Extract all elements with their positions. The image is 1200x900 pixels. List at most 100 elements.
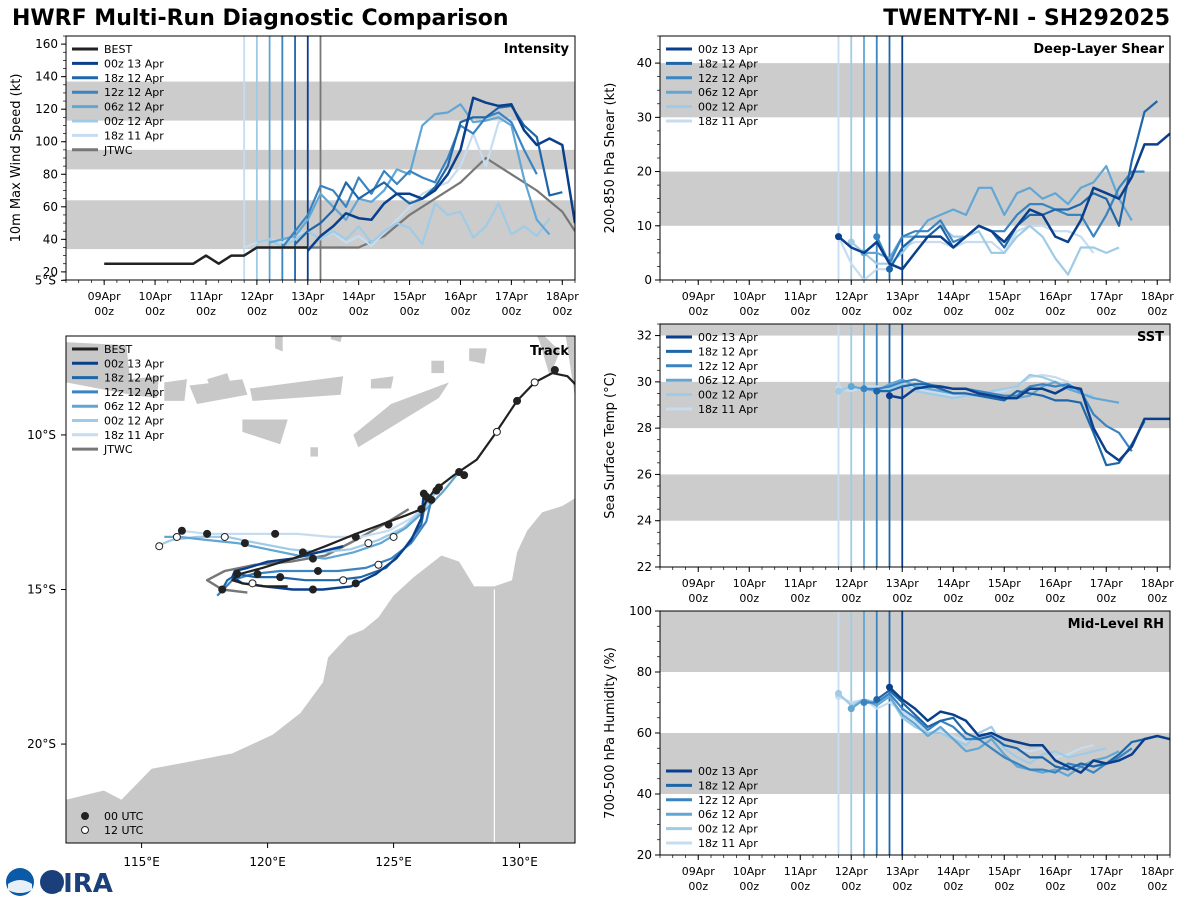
track-panel-title: Track (530, 344, 569, 359)
intensity-xtick-hour: 00z (552, 305, 572, 318)
intensity-legend-label: 00z 13 Apr (104, 57, 164, 70)
sst-xtick-day: 11Apr (784, 577, 818, 590)
track-position-marker (172, 532, 181, 541)
track-position-marker (177, 526, 186, 535)
intensity-panel: 20 40 60 80 100 120 140 160 09Apr 00z 10Apr 00z 11Ap… (9, 35, 579, 318)
track-position-marker (271, 529, 280, 538)
rh-xtick-hour: 00z (1147, 880, 1167, 893)
island-landmass (242, 419, 288, 445)
track-position-marker (389, 532, 398, 541)
shear-ylabel: 200-850 hPa Shear (kt) (603, 83, 618, 234)
track-ytick-label: 5°S (35, 273, 56, 287)
sst-legend-label: 18z 11 Apr (698, 403, 758, 416)
shear-ytick-label: 40 (637, 56, 652, 70)
track-line (231, 372, 575, 588)
track-legend-label: 18z 12 Apr (104, 372, 164, 385)
island-landmass (469, 348, 487, 364)
shear-xtick-hour: 00z (841, 305, 861, 318)
track-xtick-label: 120°E (249, 855, 286, 869)
sst-legend-label: 18z 12 Apr (698, 345, 758, 358)
island-landmass (189, 379, 248, 405)
rh-series-line (876, 689, 1158, 771)
rh-xtick-day: 09Apr (682, 865, 716, 878)
shear-series-line (837, 132, 1170, 271)
sst-ylabel: Sea Surface Temp (°C) (603, 372, 618, 519)
sst-xtick-day: 15Apr (988, 577, 1022, 590)
island-landmass (126, 376, 160, 398)
shear-xtick-day: 11Apr (784, 290, 818, 303)
sst-series-line (876, 383, 1146, 467)
shear-series-line (875, 170, 1145, 265)
track-legend-label: 12z 12 Apr (104, 386, 164, 399)
intensity-plot-area (66, 36, 575, 280)
track-position-marker (351, 532, 360, 541)
track-position-marker (248, 579, 257, 588)
shear-xtick-hour: 00z (1045, 305, 1065, 318)
intensity-xtick-day: 09Apr (88, 290, 122, 303)
rh-xtick-hour: 00z (790, 880, 810, 893)
rh-xtick-hour: 00z (943, 880, 963, 893)
sst-xtick-hour: 00z (790, 592, 810, 605)
shear-xtick-day: 09Apr (682, 290, 716, 303)
sst-xtick-hour: 00z (1147, 592, 1167, 605)
island-landmass (431, 360, 444, 374)
track-ytick-label: 15°S (27, 583, 56, 597)
rh-ytick-label: 20 (637, 848, 652, 862)
track-position-marker (203, 529, 212, 538)
sst-legend-label: 12z 12 Apr (698, 360, 758, 373)
intensity-xtick-day: 13Apr (291, 290, 325, 303)
island-landmass (275, 336, 283, 352)
shear-xtick-day: 15Apr (988, 290, 1022, 303)
track-position-marker (513, 396, 522, 405)
sst-series-line (838, 373, 1082, 397)
sst-ytick-label: 26 (637, 467, 652, 481)
sst-xtick-hour: 00z (739, 592, 759, 605)
track-position-marker (427, 495, 436, 504)
intensity-series-line (281, 111, 538, 249)
track-position-marker (218, 585, 227, 594)
track-legend-label: BEST (104, 343, 132, 356)
rh-xtick-hour: 00z (841, 880, 861, 893)
track-position-marker (308, 554, 317, 563)
intensity-series-line (104, 246, 308, 265)
shear-legend-label: 00z 12 Apr (698, 101, 758, 114)
intensity-ytick-label: 40 (43, 232, 58, 246)
sst-panel: 22 24 26 28 30 32 09Apr 00z 10Apr 00z 11Apr 00z 12Ap… (603, 323, 1174, 605)
sst-series-start-marker (873, 387, 881, 395)
intensity-ytick-label: 100 (35, 135, 58, 149)
rh-xtick-hour: 00z (688, 880, 708, 893)
track-position-marker (550, 366, 559, 375)
track-map-area (66, 336, 575, 843)
sst-xtick-day: 09Apr (682, 577, 716, 590)
rh-ytick-label: 80 (637, 665, 652, 679)
rh-xtick-day: 11Apr (784, 865, 818, 878)
sst-ytick-label: 24 (637, 514, 652, 528)
intensity-legend-label: 06z 12 Apr (104, 101, 164, 114)
intensity-xtick-hour: 00z (349, 305, 369, 318)
intensity-series-line (306, 96, 575, 252)
rh-xtick-day: 12Apr (835, 865, 869, 878)
sst-xtick-day: 17Apr (1090, 577, 1124, 590)
intensity-ytick-label: 160 (35, 37, 58, 51)
sst-series-start-marker (860, 385, 868, 393)
rh-xtick-hour: 00z (994, 880, 1014, 893)
sst-series-start-marker (886, 392, 893, 400)
shear-ytick-label: 0 (644, 273, 652, 287)
sst-series-start-marker (847, 382, 855, 390)
rh-ylabel: 700-500 hPa Humidity (%) (603, 647, 618, 819)
shear-band (660, 171, 1170, 226)
track-xtick-label: 115°E (123, 855, 160, 869)
track-position-marker (434, 483, 443, 492)
rh-xtick-day: 10Apr (733, 865, 767, 878)
intensity-xtick-hour: 00z (298, 305, 318, 318)
rh-series-start-marker (847, 705, 855, 713)
cira-globe-icon (40, 870, 64, 894)
intensity-ytick-label: 20 (43, 265, 58, 279)
sst-ytick-label: 22 (637, 560, 652, 574)
shear-legend-label: 18z 12 Apr (698, 57, 758, 70)
intensity-legend-label: 12z 12 Apr (104, 86, 164, 99)
island-landmass (249, 376, 344, 401)
island-landmass (310, 447, 318, 457)
track-legend-label: JTWC (103, 443, 133, 456)
rh-panel: 20 40 60 80 100 09Apr 00z 10Apr 00z 11Apr 00z 12Apr… (603, 604, 1174, 893)
